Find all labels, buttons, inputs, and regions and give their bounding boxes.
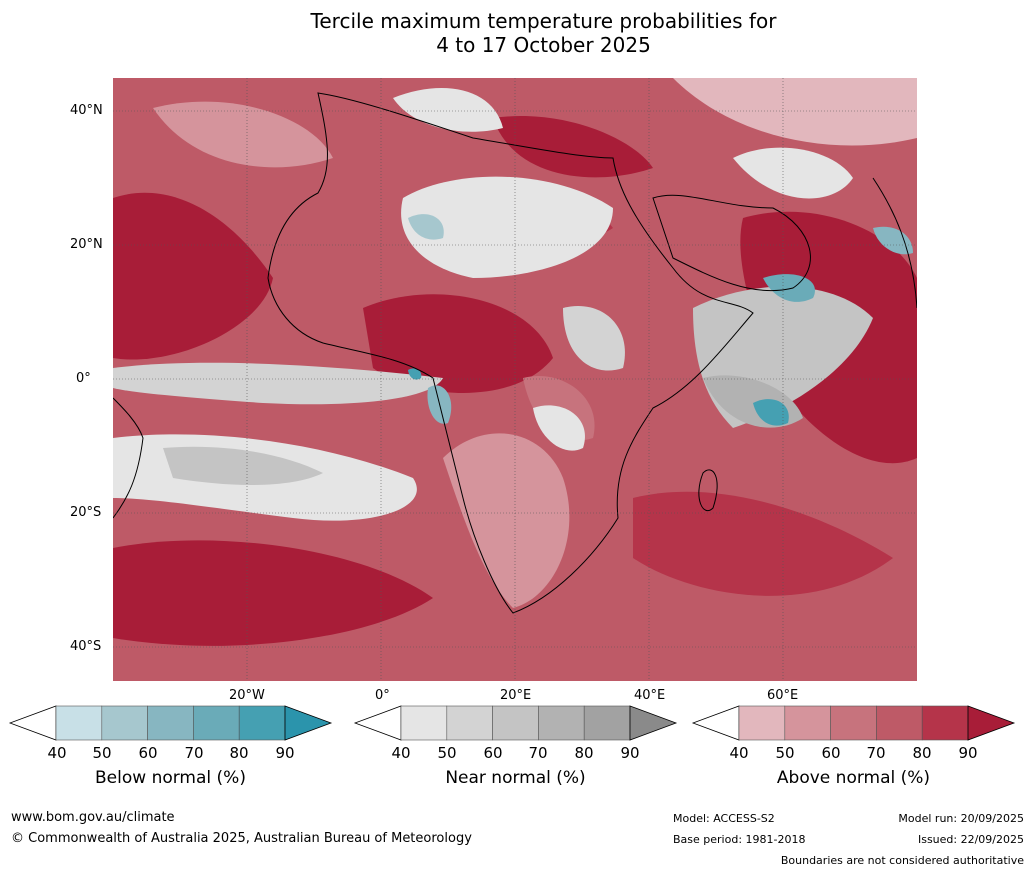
legend-title-near: Near normal (%) <box>445 768 586 788</box>
colorbar-segment <box>400 705 448 741</box>
colorbar-tick: 50 <box>92 744 112 762</box>
footer-issued: Issued: 22/09/2025 <box>917 833 1024 846</box>
colorbar-tick: 70 <box>528 744 548 762</box>
colorbar-segment <box>446 705 493 741</box>
colorbar-tick: 60 <box>821 744 841 762</box>
colorbar-segment <box>492 705 539 741</box>
lon-label: 20°W <box>229 688 265 703</box>
lon-label: 0° <box>375 688 390 703</box>
colorbar-segment <box>147 705 194 741</box>
colorbar-segment <box>876 705 923 741</box>
footer-model: Model: ACCESS-S2 <box>673 812 775 825</box>
lat-label: 0° <box>76 371 91 386</box>
lon-label: 20°E <box>500 688 532 703</box>
colorbar-segment <box>193 705 240 741</box>
colorbar-segment <box>583 705 631 741</box>
footer-website[interactable]: www.bom.gov.au/climate <box>11 810 175 825</box>
colorbar-extend-high <box>284 705 333 741</box>
map-title: Tercile maximum temperature probabilitie… <box>0 9 1035 57</box>
lat-label: 40°N <box>70 103 103 118</box>
legend-title-below: Below normal (%) <box>95 768 246 788</box>
colorbar-tick: 90 <box>620 744 640 762</box>
footer-disclaimer: Boundaries are not considered authoritat… <box>780 854 1024 867</box>
colorbar-extend-high <box>967 705 1016 741</box>
colorbar-tick: 40 <box>47 744 67 762</box>
colorbar-tick: 90 <box>275 744 295 762</box>
colorbar-segment <box>538 705 585 741</box>
lat-label: 20°S <box>70 505 102 520</box>
colorbar-extend-high <box>629 705 678 741</box>
colorbar-tick: 70 <box>866 744 886 762</box>
colorbar-tick: 50 <box>775 744 795 762</box>
colorbar-tick: 40 <box>729 744 749 762</box>
colorbar-extend-low <box>353 705 402 741</box>
footer-copyright: © Commonwealth of Australia 2025, Austra… <box>11 831 472 846</box>
legend-title-above: Above normal (%) <box>776 768 931 788</box>
colorbar-tick: 40 <box>391 744 411 762</box>
colorbar-tick: 80 <box>912 744 932 762</box>
footer-base-period: Base period: 1981-2018 <box>673 833 806 846</box>
lat-label: 40°S <box>70 639 102 654</box>
colorbar-tick: 70 <box>184 744 204 762</box>
title-line-1: Tercile maximum temperature probabilitie… <box>310 9 777 33</box>
colorbar-tick: 60 <box>138 744 158 762</box>
colorbar-near <box>353 705 678 741</box>
colorbar-tick: 80 <box>229 744 249 762</box>
colorbar-segment <box>830 705 877 741</box>
colorbar-extend-low <box>8 705 57 741</box>
probability-map <box>113 78 917 681</box>
colorbar-below <box>8 705 333 741</box>
graticule <box>113 78 917 681</box>
colorbar-tick: 50 <box>437 744 457 762</box>
footer-model-run: Model run: 20/09/2025 <box>898 812 1024 825</box>
colorbar-tick: 80 <box>574 744 594 762</box>
coastlines <box>113 92 917 614</box>
colorbar-tick: 90 <box>958 744 978 762</box>
lat-label: 20°N <box>70 237 103 252</box>
lon-label: 60°E <box>767 688 799 703</box>
colorbar-segment <box>921 705 969 741</box>
colorbar-tick: 60 <box>483 744 503 762</box>
near-normal-areas <box>113 88 873 521</box>
colorbar-extend-low <box>691 705 740 741</box>
colorbar-above <box>691 705 1016 741</box>
colorbar-segment <box>55 705 103 741</box>
colorbar-segment <box>101 705 148 741</box>
title-line-2: 4 to 17 October 2025 <box>436 33 651 57</box>
colorbar-segment <box>738 705 786 741</box>
map-svg <box>113 78 917 681</box>
colorbar-segment <box>238 705 286 741</box>
lon-label: 40°E <box>634 688 666 703</box>
colorbar-segment <box>784 705 831 741</box>
colorbars <box>8 705 1016 741</box>
